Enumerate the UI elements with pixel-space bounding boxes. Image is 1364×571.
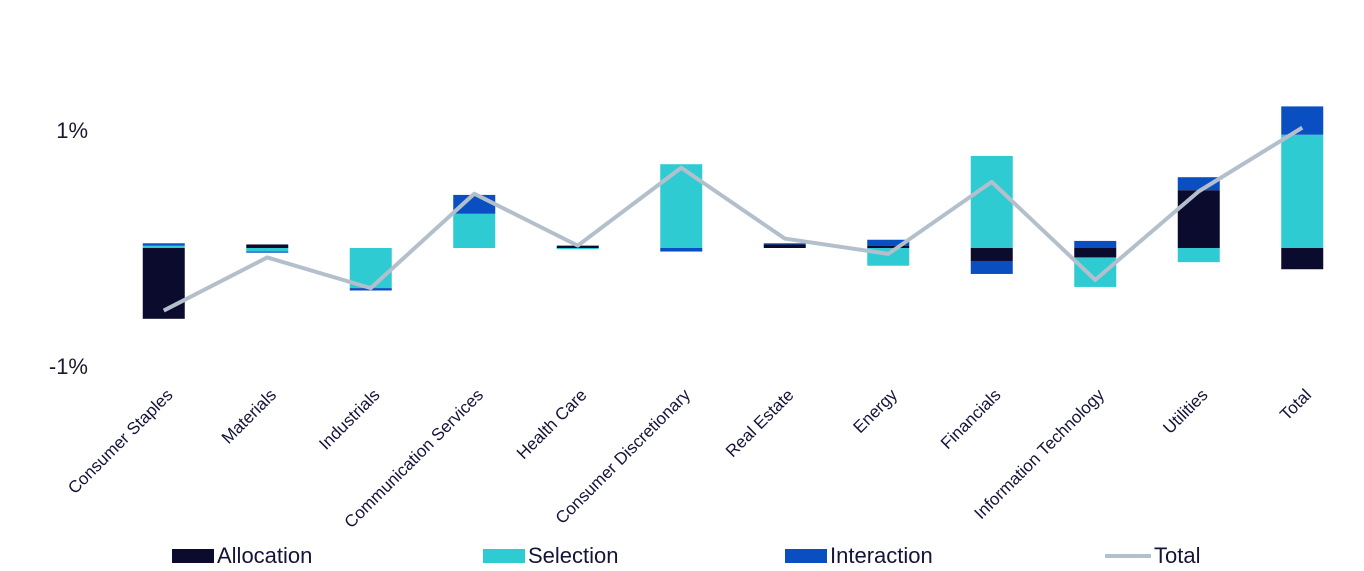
bar-selection-total	[1281, 134, 1324, 248]
bar-interaction-consumer-staples	[142, 243, 185, 246]
x-tick-label: Consumer Staples	[64, 385, 176, 497]
legend-item-interaction: Interaction	[785, 540, 933, 571]
bar-interaction-total	[1281, 106, 1324, 135]
bar-selection-industrials	[349, 248, 392, 289]
x-tick-label: Health Care	[513, 385, 591, 463]
bar-allocation-consumer-staples	[142, 248, 185, 319]
bar-selection-financials	[970, 155, 1013, 248]
legend-label-total: Total	[1154, 542, 1201, 568]
legend-item-allocation: Allocation	[172, 540, 312, 571]
legend-item-total: Total	[1105, 540, 1200, 571]
legend-swatch-selection	[483, 548, 525, 563]
bar-allocation-energy	[867, 245, 910, 248]
total-line	[162, 125, 1304, 313]
bar-allocation-financials	[970, 248, 1013, 261]
legend-label-interaction: Interaction	[830, 542, 933, 568]
y-axis-ticks: 1% -1%	[49, 118, 88, 379]
attribution-chart: 1% -1% Consumer Staples Materials Industria…	[49, 106, 1324, 532]
bar-interaction-financials	[970, 260, 1013, 274]
bar-selection-information-technology	[1074, 257, 1117, 287]
bar-allocation-information-technology	[1074, 248, 1117, 258]
bar-interaction-real-estate	[763, 243, 806, 245]
bar-allocation-real-estate	[763, 244, 806, 248]
bar-selection-utilities	[1177, 248, 1220, 263]
bar-allocation-materials	[246, 244, 289, 248]
bar-interaction-consumer-discretionary	[660, 248, 703, 252]
y-tick-label: 1%	[56, 118, 88, 143]
bar-interaction-information-technology	[1074, 240, 1117, 248]
y-tick-label: -1%	[49, 354, 88, 379]
stacked-bars	[142, 106, 1324, 319]
bar-selection-materials	[246, 248, 289, 252]
legend-label-allocation: Allocation	[217, 542, 313, 568]
bar-interaction-communication-services	[453, 194, 496, 214]
x-tick-label: Industrials	[315, 385, 383, 453]
x-axis-ticks: Consumer Staples Materials IndustrialsComm…	[64, 385, 1315, 532]
x-tick-label: Real Estate	[722, 385, 798, 461]
legend-label-selection: Selection	[528, 542, 619, 568]
x-tick-label: Materials	[218, 385, 280, 447]
x-tick-label: Utilities	[1159, 385, 1211, 437]
bar-interaction-materials	[246, 251, 289, 253]
bar-selection-health-care	[556, 248, 599, 250]
total-line-path	[162, 125, 1304, 313]
x-tick-label: Total	[1276, 385, 1315, 424]
bar-allocation-total	[1281, 248, 1324, 270]
legend-item-selection: Selection	[483, 540, 619, 571]
x-tick-label: Financials	[937, 385, 1005, 453]
legend-swatch-interaction	[785, 548, 827, 563]
legend: Allocation Selection Interaction Total	[0, 540, 1364, 571]
x-tick-label: Energy	[850, 385, 902, 437]
bar-selection-communication-services	[453, 213, 496, 248]
bar-selection-consumer-staples	[142, 245, 185, 248]
legend-swatch-allocation	[172, 548, 214, 563]
bar-interaction-energy	[867, 239, 910, 246]
legend-line-total	[1105, 553, 1151, 558]
bar-allocation-utilities	[1177, 190, 1220, 248]
